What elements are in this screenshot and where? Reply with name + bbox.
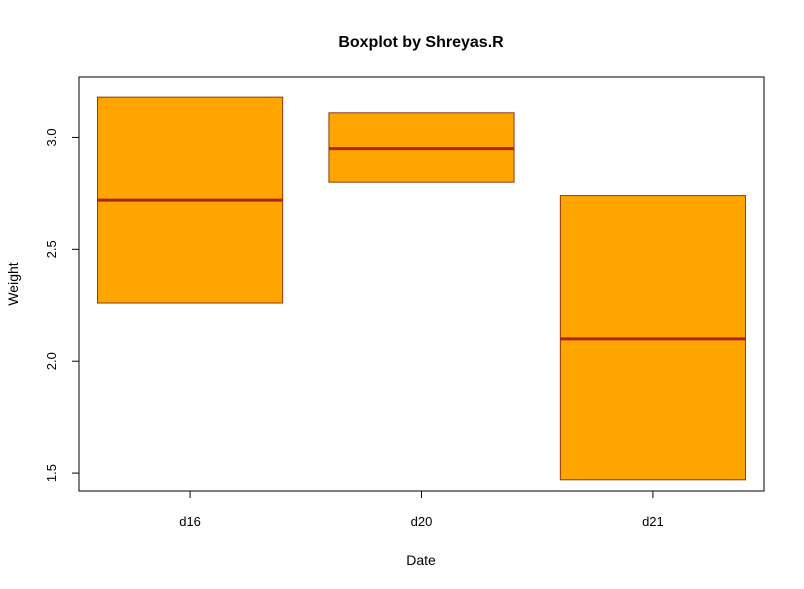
y-tick-label: 2.5 [44,240,59,258]
boxes-group [97,96,746,481]
chart-title: Boxplot by Shreyas.R [338,34,504,51]
box-d16 [97,96,284,304]
box-d21 [559,195,746,481]
y-tick-label: 3.0 [44,128,59,146]
x-tick-label: d20 [411,514,433,529]
y-axis: 1.5 2.0 2.5 3.0 [44,128,80,482]
x-axis-label: Date [406,552,436,568]
x-tick-label: d21 [642,514,664,529]
y-tick-label: 1.5 [44,464,59,482]
x-axis: d16 d20 d21 [179,490,664,529]
y-axis-label: Weight [5,262,21,305]
y-tick-label: 2.0 [44,352,59,370]
x-tick-label: d16 [179,514,201,529]
box-d20 [328,112,515,183]
